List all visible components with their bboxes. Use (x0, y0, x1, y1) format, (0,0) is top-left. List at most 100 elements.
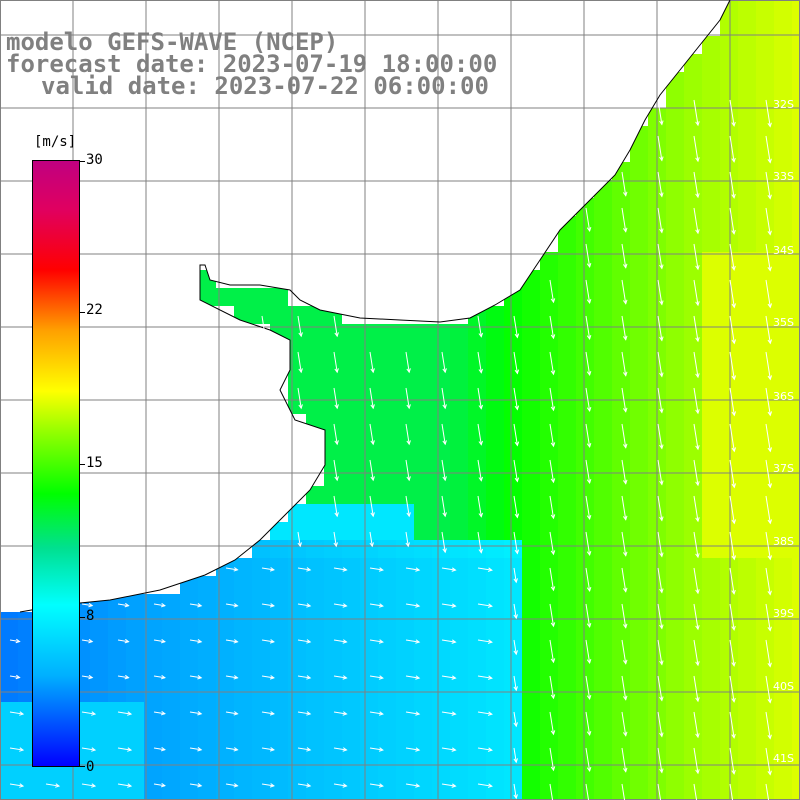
field-cell (792, 216, 800, 234)
wind-arrow (729, 279, 735, 308)
wind-arrow-head (695, 121, 700, 127)
field-cell (396, 666, 414, 684)
wind-arrow-head (306, 711, 312, 716)
wind-arrow (585, 351, 591, 375)
wind-arrow-head (695, 553, 700, 559)
field-cell (630, 270, 648, 288)
field-cell (306, 648, 324, 666)
field-cell (522, 504, 540, 522)
field-cell (270, 684, 288, 702)
field-cell (774, 684, 792, 702)
field-cell (360, 342, 378, 360)
wind-arrow-head (306, 783, 312, 788)
wind-arrow-head (442, 440, 447, 446)
field-cell (756, 288, 774, 306)
field-cell (108, 738, 126, 756)
wind-arrow (261, 315, 266, 337)
field-cell (306, 594, 324, 612)
wind-arrow-head (550, 766, 556, 772)
field-cell (198, 648, 216, 666)
field-cell (684, 252, 702, 270)
wind-arrow-head (659, 192, 664, 198)
field-cell (738, 216, 756, 234)
field-cell (504, 540, 522, 558)
field-cell (774, 252, 792, 270)
field-cell (702, 234, 720, 252)
field-cell (360, 468, 378, 486)
field-cell (396, 360, 414, 378)
field-cell (396, 792, 414, 800)
field-cell (666, 360, 684, 378)
field-cell (720, 774, 738, 792)
wind-arrow-head (124, 638, 130, 644)
field-cell (540, 612, 558, 630)
field-cell (720, 378, 738, 396)
wind-arrow-head (659, 660, 664, 666)
field-cell (108, 630, 126, 648)
field-cell (234, 720, 252, 738)
title-model: modelo GEFS-WAVE (NCEP) (6, 28, 339, 56)
field-cell (324, 414, 342, 432)
field-cell (666, 684, 684, 702)
field-cell (450, 486, 468, 504)
field-cell (378, 504, 396, 522)
wind-arrow-head (306, 567, 312, 572)
field-cell (738, 90, 756, 108)
field-cell (558, 378, 576, 396)
field-cell (522, 720, 540, 738)
wind-arrow (189, 711, 202, 715)
field-cell (684, 90, 702, 108)
field-cell (756, 360, 774, 378)
lat-label-41S: 41S (773, 752, 794, 765)
field-cell (504, 774, 522, 792)
field-cell (306, 684, 324, 702)
field-cell (144, 720, 162, 738)
field-cell (702, 468, 720, 486)
field-cell (486, 630, 504, 648)
field-cell (666, 522, 684, 540)
wind-arrow (657, 387, 663, 413)
field-cell (720, 432, 738, 450)
wind-arrow-head (197, 675, 203, 680)
field-cell (612, 270, 630, 288)
field-cell (0, 702, 18, 720)
field-cell (432, 702, 450, 720)
field-cell (252, 558, 270, 576)
field-cell (486, 720, 504, 738)
field-cell (684, 720, 702, 738)
wind-arrow-head (731, 769, 736, 775)
field-cell (342, 720, 360, 738)
field-cell (90, 630, 108, 648)
field-cell (594, 648, 612, 666)
field-cell (558, 288, 576, 306)
field-cell (378, 450, 396, 468)
field-cell (450, 540, 468, 558)
field-cell (774, 432, 792, 450)
field-cell (342, 612, 360, 630)
wind-arrow-head (731, 265, 736, 271)
field-cell (432, 720, 450, 738)
field-cell (342, 666, 360, 684)
field-cell (576, 594, 594, 612)
field-cell (540, 558, 558, 576)
wind-arrow (657, 315, 663, 341)
field-cell (522, 432, 540, 450)
wind-arrow-head (197, 783, 203, 788)
field-cell (594, 216, 612, 234)
field-cell (450, 378, 468, 396)
field-cell (612, 396, 630, 414)
field-cell (702, 126, 720, 144)
field-cell (702, 486, 720, 504)
field-cell (234, 738, 252, 756)
wind-arrow-head (659, 408, 664, 414)
field-cell (270, 306, 288, 324)
field-cell (108, 702, 126, 720)
field-cell (540, 738, 558, 756)
field-cell (306, 774, 324, 792)
wind-arrow (477, 603, 492, 607)
wind-arrow (225, 603, 238, 607)
field-cell (594, 594, 612, 612)
field-cell (666, 540, 684, 558)
field-cell (738, 504, 756, 522)
field-cell (774, 486, 792, 504)
